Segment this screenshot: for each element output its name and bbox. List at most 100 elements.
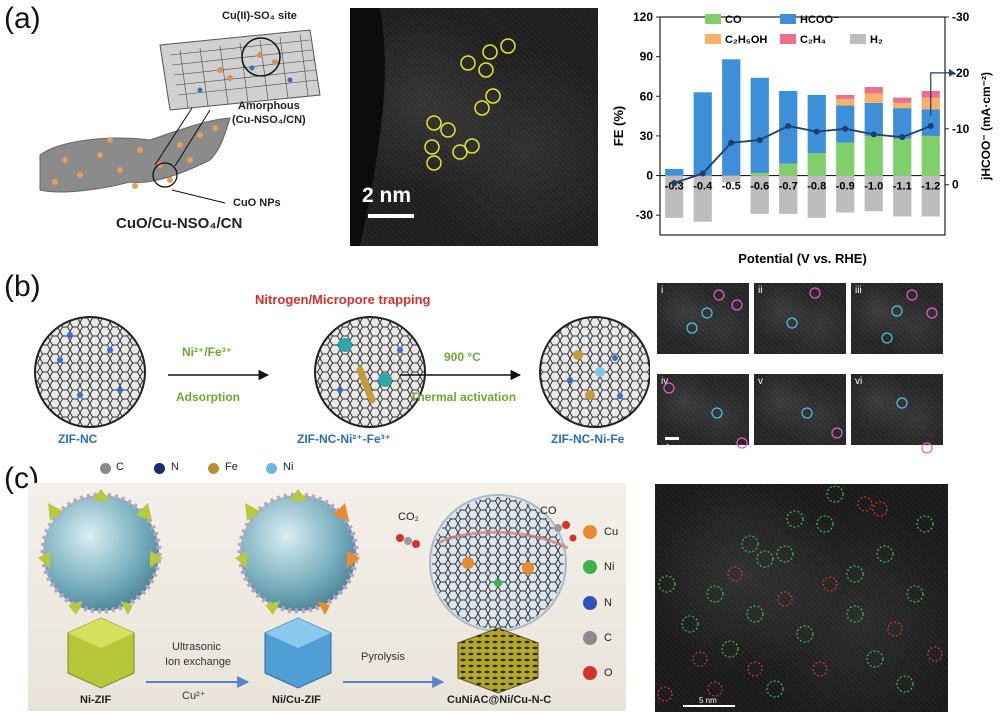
panel-a-schematic <box>39 29 321 204</box>
line-point <box>899 134 906 141</box>
panel-b-scheme <box>34 316 650 428</box>
bar <box>921 109 940 136</box>
line-point <box>813 128 820 135</box>
cage-1-label: ZIF-NC <box>58 432 98 446</box>
tem-b-scale-label: 1 nm <box>665 443 688 454</box>
legend-swatch <box>705 14 721 24</box>
co-label: CO <box>540 505 557 517</box>
ion-exchange-label: Ion exchange <box>165 656 232 668</box>
y2-tick-label: -20 <box>952 66 970 80</box>
legend-label: H₂ <box>870 34 883 46</box>
legend-swatch <box>705 34 721 44</box>
bar <box>836 94 855 99</box>
trapping-title: Nitrogen/Micropore trapping <box>255 292 431 307</box>
ni-cu-zif-label: Ni/Cu-ZIF <box>272 694 321 706</box>
x-tick-label: -0.9 <box>836 181 855 193</box>
bar <box>750 175 769 214</box>
bar <box>779 175 798 214</box>
bar <box>893 175 912 217</box>
bar <box>836 105 855 143</box>
bar <box>864 102 883 136</box>
step2-top-label: 900 °C <box>444 350 481 364</box>
bar <box>750 77 769 173</box>
x-tick-label: -0.5 <box>722 181 741 193</box>
site-circle-icon <box>241 37 281 77</box>
y-tick-label: 60 <box>640 89 654 103</box>
catalyst-label: CuNiAC@Ni/Cu-N-C <box>447 694 552 706</box>
nickel-dot-icon <box>266 463 277 474</box>
tem-c-scale-label: 5 nm <box>699 696 717 705</box>
bar <box>893 138 912 176</box>
legend-swatch <box>780 34 796 44</box>
bar <box>864 175 883 212</box>
x-tick-label: -0.4 <box>693 181 713 193</box>
step1-bottom-label: Adsorption <box>176 390 240 404</box>
cu-ion-label: Cu²⁺ <box>182 690 206 702</box>
bar <box>779 163 798 176</box>
tem-scale-label: 2 nm <box>362 184 412 207</box>
x-tick-label: -1.2 <box>921 181 940 193</box>
tem-tile: iv <box>657 374 749 445</box>
amorphous-label: Amorphous <box>238 100 300 112</box>
right-legend-label: Cu <box>604 526 619 538</box>
cage-2-icon <box>314 316 426 428</box>
ultrasonic-label: Ultrasonic <box>172 641 221 653</box>
y-tick-label: 90 <box>640 50 654 64</box>
bar <box>807 94 826 154</box>
tem-tile: vi <box>851 374 943 445</box>
bar <box>750 172 769 176</box>
bar <box>665 168 684 176</box>
legend-label: HCOO⁻ <box>800 14 839 26</box>
bar <box>864 87 883 94</box>
nps-label: CuO NPs <box>233 197 281 209</box>
legend-label: N <box>171 461 179 473</box>
legend-swatch <box>850 34 866 44</box>
bar <box>836 98 855 106</box>
x-tick-label: -1.1 <box>893 181 912 193</box>
co-molecule-icon <box>554 521 577 542</box>
panel-b-tem-grid: i ii iii iv v vi 1 nm <box>657 283 947 463</box>
panel-c-tem-image: 5 nm <box>655 484 948 712</box>
element-legend: C N Fe Ni <box>100 461 340 477</box>
bar <box>836 175 855 213</box>
material-title: CuO/Cu-NSO₄/CN <box>116 215 243 232</box>
axis-arrow <box>930 72 949 116</box>
tem-tile: iii <box>851 283 943 354</box>
line-point <box>927 123 934 129</box>
nitrogen-dot-icon <box>154 463 165 474</box>
bar <box>693 92 712 176</box>
legend-label: C₂H₄ <box>800 34 826 46</box>
y-tick-label: -30 <box>636 208 654 222</box>
bar <box>864 135 883 176</box>
graphene-sheet-icon <box>159 29 321 111</box>
bar <box>921 135 940 176</box>
y2-tick-label: 0 <box>952 178 959 192</box>
y2-tick-label: -10 <box>952 122 970 136</box>
cn-support-icon <box>39 117 231 193</box>
line-point <box>699 170 706 177</box>
x-tick-label: -0.6 <box>750 181 769 193</box>
line-point <box>842 125 849 132</box>
amorphous-sub-label: (Cu-NSO₄/CN) <box>232 114 306 126</box>
y2-tick-label: -30 <box>952 10 970 24</box>
ni-zif-label: Ni-ZIF <box>80 694 112 706</box>
y-axis-label: FE (%) <box>611 106 626 146</box>
bar <box>807 175 826 218</box>
tem-tile: ii <box>754 283 846 354</box>
y-tick-label: 30 <box>640 129 654 143</box>
line-point <box>785 123 792 129</box>
jhcoo-line <box>673 125 932 184</box>
legend-label: CO <box>725 14 742 26</box>
x-tick-label: -1.0 <box>864 181 883 193</box>
line-point <box>756 136 763 143</box>
axis-arrow-head <box>949 68 955 77</box>
bar <box>722 59 741 176</box>
y2-axis-label: jHCOO⁻ (mA·cm⁻²) <box>979 72 993 181</box>
bar <box>722 175 741 183</box>
ni-cu-zif-cage-icon <box>235 489 360 615</box>
line-point <box>728 139 735 146</box>
legend-label: C₂H₅OH <box>725 34 767 46</box>
bar <box>921 175 940 217</box>
tem-tile: i <box>657 283 749 354</box>
